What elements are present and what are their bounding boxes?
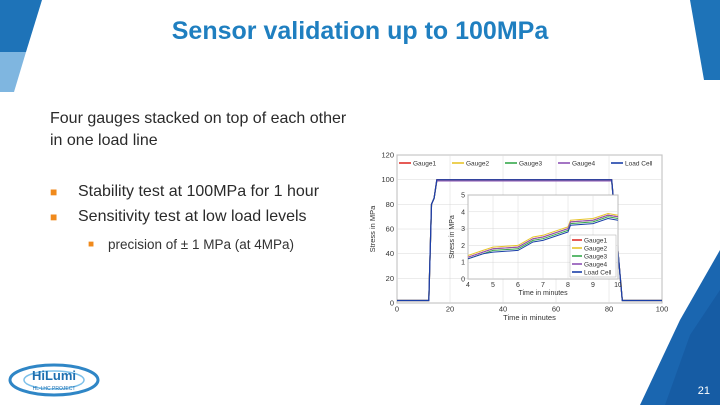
x-tick-label: 20 (446, 305, 454, 314)
legend-label: Load Cell (584, 270, 612, 277)
series-line (467, 214, 619, 258)
sub-bullet-text: precision of ± 1 MPa (at 4MPa) (108, 237, 294, 252)
x-tick-label: 0 (395, 305, 399, 314)
x-tick-label: 100 (656, 305, 669, 314)
y-tick-label: 1 (461, 260, 465, 267)
hilumi-logo: HiLumi HL-LHC PROJECT (8, 363, 100, 397)
sub-bullet-list: ■ precision of ± 1 MPa (at 4MPa) (78, 235, 380, 255)
y-tick-label: 2 (461, 243, 465, 250)
legend-label: Gauge4 (572, 161, 596, 168)
series-line (397, 179, 662, 302)
bullet-list: ■ Stability test at 100MPa for 1 hour ■ … (50, 182, 380, 260)
series-line (467, 217, 619, 260)
x-tick-label: 10 (614, 282, 622, 289)
y-tick-label: 3 (461, 226, 465, 233)
x-tick-label: 4 (466, 282, 470, 289)
x-axis-label: Time in minutes (518, 290, 568, 297)
slide-title: Sensor validation up to 100MPa (171, 17, 549, 45)
y-tick-label: 80 (386, 200, 394, 209)
x-tick-label: 40 (499, 305, 507, 314)
y-tick-label: 0 (390, 299, 394, 308)
legend-label: Gauge1 (413, 161, 437, 168)
bullet-item: ■ Sensitivity test at low load levels ■ … (50, 207, 380, 255)
bullet-text: Sensitivity test at low load levels (78, 208, 307, 225)
y-tick-label: 60 (386, 225, 394, 234)
square-bullet-icon: ■ (50, 185, 58, 199)
y-tick-label: 40 (386, 249, 394, 258)
square-bullet-icon: ■ (50, 210, 58, 224)
x-tick-label: 5 (491, 282, 495, 289)
bullet-text: Stability test at 100MPa for 1 hour (78, 183, 320, 200)
page-number: 21 (697, 385, 710, 397)
series-line (467, 216, 619, 260)
x-tick-label: 8 (566, 282, 570, 289)
legend-label: Load Cell (625, 161, 653, 168)
y-tick-label: 120 (381, 151, 394, 160)
bullet-item: ■ Stability test at 100MPa for 1 hour (50, 182, 380, 202)
logo-text: HiLumi (32, 368, 76, 383)
intro-text: Four gauges stacked on top of each other… (50, 110, 347, 149)
sub-bullet-item: ■ precision of ± 1 MPa (at 4MPa) (78, 235, 380, 255)
y-axis-label: Stress in MPa (449, 215, 456, 259)
x-axis-label: Time in minutes (503, 313, 556, 322)
legend-label: Gauge2 (466, 161, 490, 168)
legend-label: Gauge3 (584, 254, 608, 261)
legend-label: Gauge2 (584, 246, 608, 253)
x-tick-label: 60 (552, 305, 560, 314)
x-tick-label: 9 (591, 282, 595, 289)
x-tick-label: 80 (605, 305, 613, 314)
y-tick-label: 0 (461, 277, 465, 284)
x-tick-label: 6 (516, 282, 520, 289)
series-line (467, 212, 619, 256)
y-tick-label: 4 (461, 209, 465, 216)
y-tick-label: 20 (386, 274, 394, 283)
logo-subtext: HL-LHC PROJECT (33, 386, 76, 392)
legend-label: Gauge1 (584, 238, 608, 245)
legend-label: Gauge4 (584, 262, 608, 269)
square-bullet-icon: ■ (88, 239, 95, 250)
legend-label: Gauge3 (519, 161, 543, 168)
y-axis-label: Stress in MPa (368, 205, 377, 253)
y-tick-label: 100 (381, 175, 394, 184)
x-tick-label: 7 (541, 282, 545, 289)
y-tick-label: 5 (461, 193, 465, 200)
